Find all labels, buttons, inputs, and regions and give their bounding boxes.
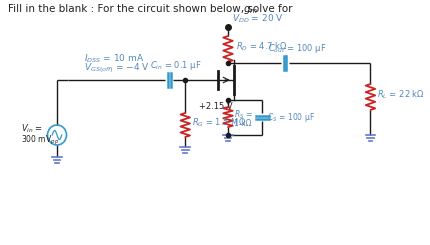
Text: 300 mV$_{pp}$: 300 mV$_{pp}$	[21, 134, 59, 147]
Text: $R_L$ = 22 kΩ: $R_L$ = 22 kΩ	[376, 89, 424, 101]
Text: $R_D$ = 4.7 kΩ: $R_D$ = 4.7 kΩ	[235, 41, 286, 53]
Text: $V_{in}$ =: $V_{in}$ =	[21, 123, 43, 135]
Text: $V_{GS(off)}$ = −4 V: $V_{GS(off)}$ = −4 V	[83, 61, 149, 75]
Text: $I_{DSS}$ = 10 mA: $I_{DSS}$ = 10 mA	[83, 53, 144, 65]
Text: $R_G$ = 1.5 MΩ: $R_G$ = 1.5 MΩ	[191, 117, 246, 129]
Text: $R_S$ =: $R_S$ =	[233, 109, 252, 121]
Text: $V_{DD}$ = 20 V: $V_{DD}$ = 20 V	[231, 12, 283, 25]
Text: $g_m$: $g_m$	[243, 4, 258, 16]
Text: Fill in the blank : For the circuit shown below, solve for: Fill in the blank : For the circuit show…	[8, 4, 295, 14]
Text: $C_S$ = 100 μF: $C_S$ = 100 μF	[266, 111, 314, 124]
Text: $C_{out}$ = 100 μF: $C_{out}$ = 100 μF	[267, 42, 326, 55]
Text: $C_{in}$ = 0.1 μF: $C_{in}$ = 0.1 μF	[150, 59, 201, 72]
Text: +2.15 V: +2.15 V	[199, 102, 233, 111]
Text: 1 kΩ: 1 kΩ	[233, 119, 251, 127]
